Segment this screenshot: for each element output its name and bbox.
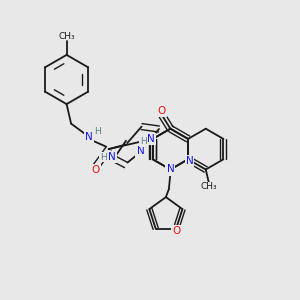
Text: N: N bbox=[136, 146, 144, 157]
Text: CH₃: CH₃ bbox=[58, 32, 75, 41]
Text: O: O bbox=[157, 106, 166, 116]
Text: O: O bbox=[172, 226, 180, 236]
Text: H: H bbox=[94, 127, 101, 136]
Text: N: N bbox=[147, 134, 155, 144]
Text: H: H bbox=[100, 153, 106, 162]
Text: N: N bbox=[85, 132, 93, 142]
Text: N: N bbox=[167, 164, 174, 175]
Text: CH₃: CH₃ bbox=[200, 182, 217, 191]
Text: N: N bbox=[108, 152, 116, 162]
Text: H: H bbox=[140, 137, 146, 146]
Text: N: N bbox=[186, 156, 194, 166]
Text: O: O bbox=[91, 165, 100, 176]
